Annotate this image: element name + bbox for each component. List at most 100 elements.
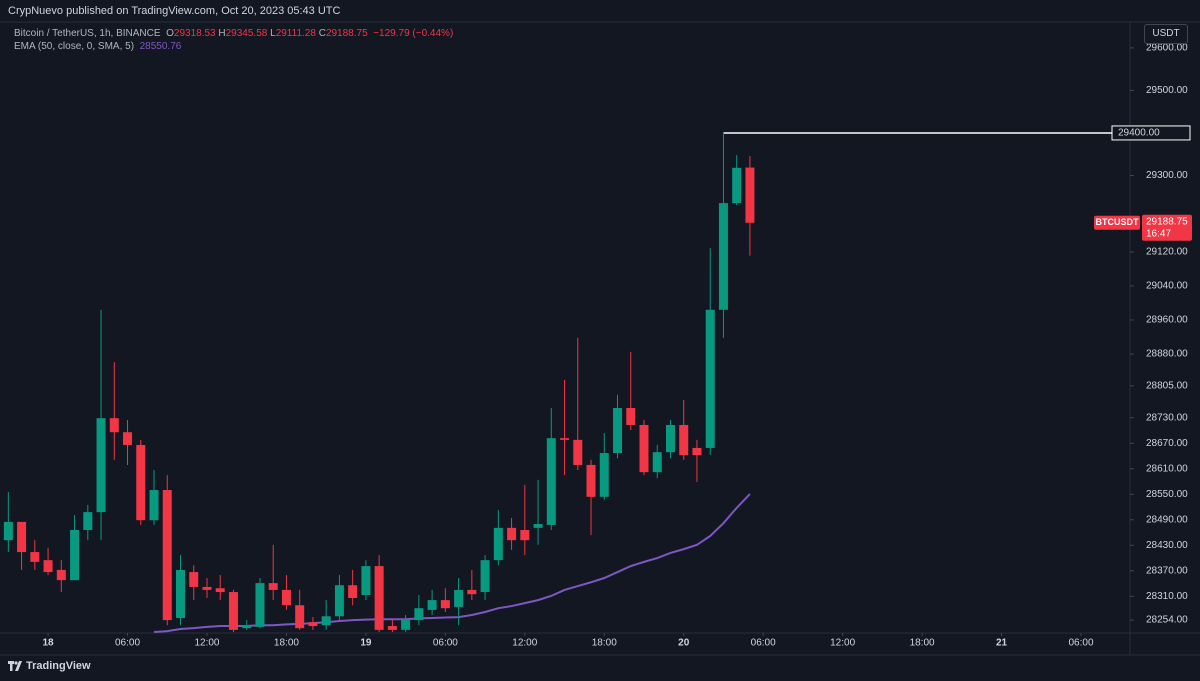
candle-body xyxy=(123,432,133,445)
candle-body xyxy=(718,203,728,310)
candle-body xyxy=(533,524,543,528)
candle-body xyxy=(573,439,583,465)
candle-body xyxy=(83,512,93,530)
candle-body xyxy=(440,600,450,609)
x-tick-label: 06:00 xyxy=(433,638,458,649)
symbol: Bitcoin / TetherUS, 1h, BINANCE xyxy=(14,28,161,39)
x-tick-label: 18:00 xyxy=(592,638,617,649)
y-tick-label: 28550.00 xyxy=(1146,489,1188,500)
x-tick-label: 12:00 xyxy=(830,638,855,649)
candle-body xyxy=(652,452,662,473)
y-tick-label: 28310.00 xyxy=(1146,591,1188,602)
candle-body xyxy=(732,167,742,204)
candle-body xyxy=(520,529,530,541)
candle-body xyxy=(679,424,689,456)
hline-label-box xyxy=(1111,125,1191,141)
candle-body xyxy=(30,552,40,562)
legend-key: O xyxy=(166,28,174,39)
legend-change: −129.79 (−0.44%) xyxy=(373,28,454,39)
candle-body xyxy=(480,560,490,593)
candle-body xyxy=(546,438,556,525)
y-tick-label: 29040.00 xyxy=(1146,281,1188,292)
y-tick-label: 28805.00 xyxy=(1146,381,1188,392)
candle-body xyxy=(308,622,318,627)
y-tick-label: 29120.00 xyxy=(1146,247,1188,258)
legend-value: 29345.58 xyxy=(225,28,268,39)
candle-body xyxy=(745,167,755,223)
legend-key: C xyxy=(318,28,326,39)
legend-key: H xyxy=(218,28,226,39)
candle-body xyxy=(705,309,715,448)
x-tick-label: 12:00 xyxy=(194,638,219,649)
x-tick-label: 19 xyxy=(360,638,372,649)
candle-body xyxy=(255,583,265,627)
legend-row: EMA (50, close, 0, SMA, 5) 28550.76 xyxy=(14,40,453,53)
candle-body xyxy=(374,566,384,630)
logo xyxy=(8,661,22,671)
candle-body xyxy=(361,566,371,596)
candle-body xyxy=(281,589,291,606)
brand: TradingView xyxy=(26,660,91,672)
candle-body xyxy=(467,589,477,595)
candle-body xyxy=(189,572,199,587)
candle-body xyxy=(334,585,344,617)
symbol-tag xyxy=(1094,215,1140,230)
candle-body xyxy=(96,418,106,513)
legend-value: 29318.53 xyxy=(173,28,216,39)
currency-button[interactable]: USDT xyxy=(1144,24,1188,44)
x-tick-label: 21 xyxy=(996,638,1008,649)
candle-body xyxy=(401,620,411,630)
candle-body xyxy=(665,424,675,453)
candle-body xyxy=(43,560,53,573)
candle-body xyxy=(507,527,517,541)
hline-label: 29400.00 xyxy=(1118,128,1160,139)
candle-body xyxy=(56,569,66,581)
header-bar xyxy=(0,0,1200,22)
candle-body xyxy=(414,608,424,621)
candle-body xyxy=(454,589,464,607)
header: CrypNuevo published on TradingView.com, … xyxy=(8,5,341,17)
candle-body xyxy=(215,588,225,593)
candle-body xyxy=(228,592,238,630)
legend-series-value: 28550.76 xyxy=(139,41,182,52)
price-tag xyxy=(1142,214,1192,241)
candle-body xyxy=(599,453,609,497)
candle-body xyxy=(136,444,146,521)
candle-body xyxy=(268,583,278,590)
symbol-tag-label: BTCUSDT xyxy=(1096,217,1139,227)
x-tick-label: 12:00 xyxy=(512,638,537,649)
y-tick-label: 28254.00 xyxy=(1146,615,1188,626)
candle-body xyxy=(17,521,27,553)
y-tick-label: 28960.00 xyxy=(1146,315,1188,326)
x-tick-label: 18:00 xyxy=(274,638,299,649)
candle-body xyxy=(109,418,119,433)
legend-value: 29188.75 xyxy=(325,28,368,39)
countdown-label: 16:47 xyxy=(1146,228,1171,239)
candle-body xyxy=(3,521,13,541)
x-tick-label: 18:00 xyxy=(910,638,935,649)
x-tick-label: 20 xyxy=(678,638,690,649)
candle-body xyxy=(348,585,358,598)
x-tick-label: 06:00 xyxy=(751,638,776,649)
legend-key: L xyxy=(270,28,276,39)
candle-body xyxy=(626,407,636,425)
x-tick-label: 06:00 xyxy=(115,638,140,649)
y-tick-label: 28670.00 xyxy=(1146,438,1188,449)
legend-series-name: EMA (50, close, 0, SMA, 5) xyxy=(14,41,135,52)
legend: Bitcoin / TetherUS, 1h, BINANCE O29318.5… xyxy=(14,27,453,53)
price-tag-label: 29188.75 xyxy=(1146,216,1188,227)
candle-body xyxy=(295,605,305,629)
y-tick-label: 28430.00 xyxy=(1146,540,1188,551)
x-tick-label: 18 xyxy=(43,638,55,649)
candle-body xyxy=(613,407,623,454)
candle-body xyxy=(202,586,212,590)
candle-body xyxy=(242,625,252,629)
candle-body xyxy=(692,447,702,456)
candle-body xyxy=(162,490,172,621)
y-tick-label: 28880.00 xyxy=(1146,349,1188,360)
y-tick-label: 28490.00 xyxy=(1146,514,1188,525)
x-tick-label: 06:00 xyxy=(1068,638,1093,649)
candle-body xyxy=(70,529,80,581)
